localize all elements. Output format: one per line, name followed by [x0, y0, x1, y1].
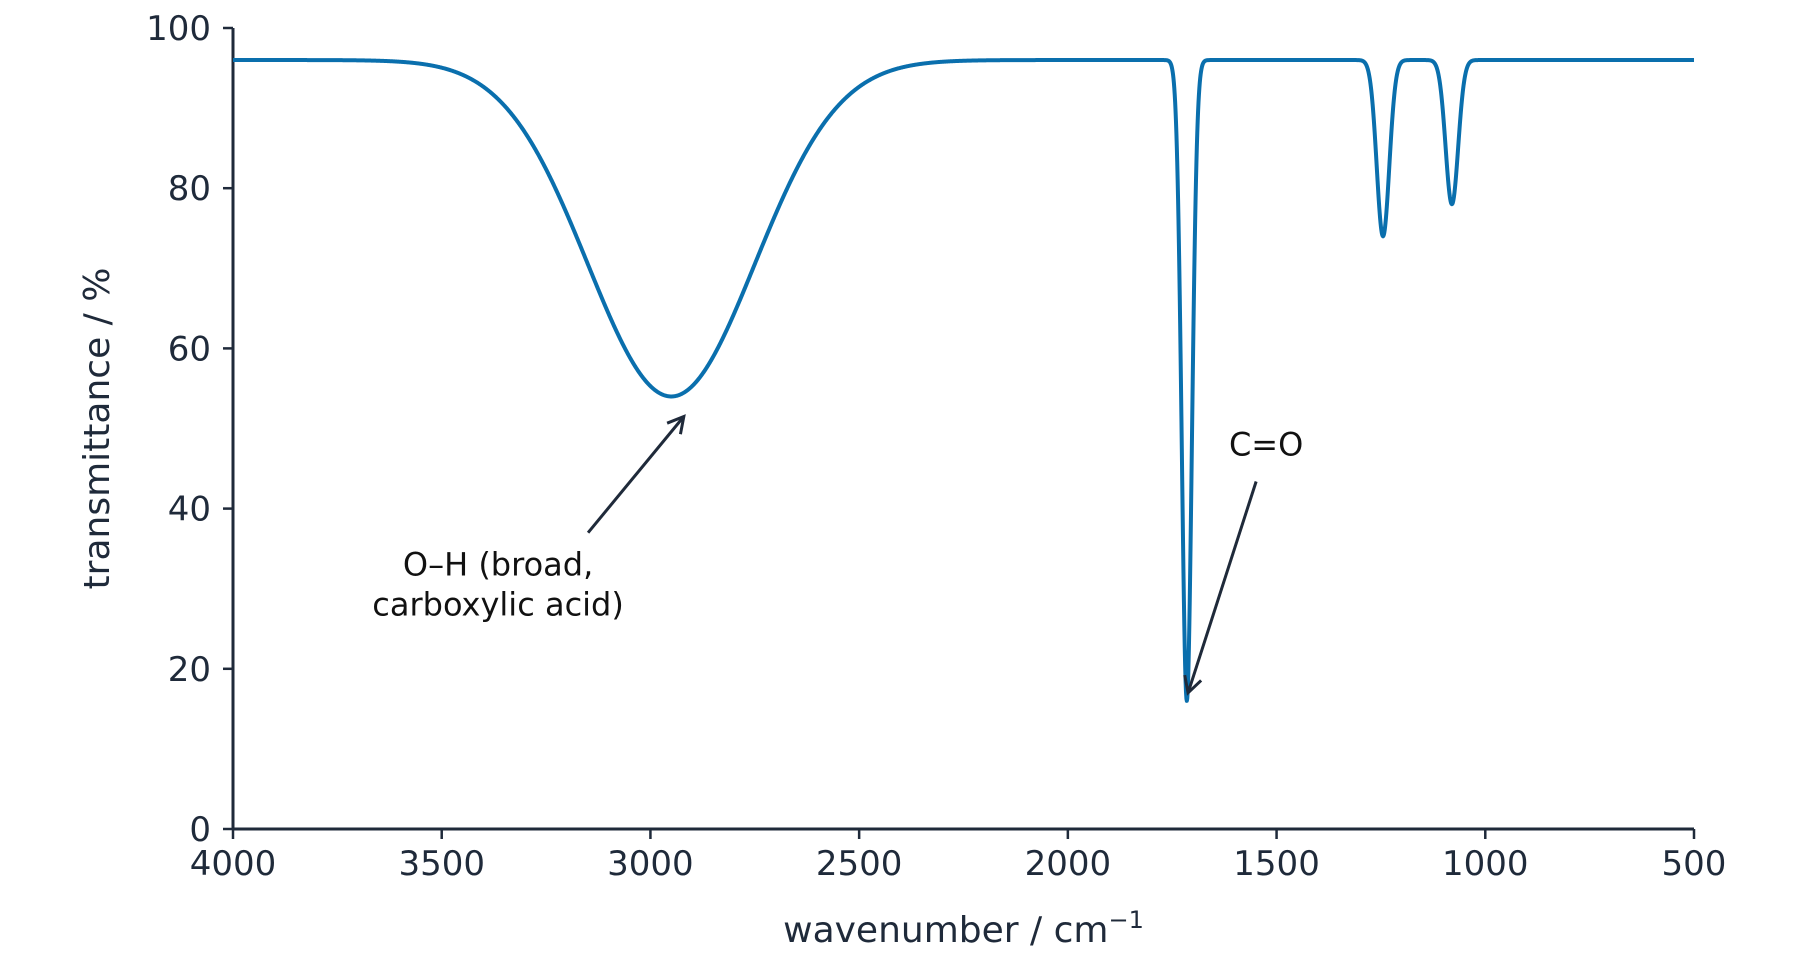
x-ticks: 4000 3500 3000 2500 2000 1500 1000 500	[190, 829, 1727, 884]
x-axis-label: wavenumber / cm−1	[783, 906, 1144, 951]
annotation-arrow	[586, 415, 685, 534]
transmittance-curve	[231, 58, 1696, 703]
x-tick-label: 500	[1662, 844, 1727, 884]
y-tick-label: 0	[189, 810, 211, 850]
annotation-arrowhead	[1183, 674, 1203, 696]
annotation-label: C=O	[1229, 426, 1303, 464]
y-ticks: 0 20 40 60 80 100	[146, 9, 233, 850]
x-tick-label: 2000	[1025, 844, 1112, 884]
annotation-label: O–H (broad, carboxylic acid)	[372, 546, 624, 624]
y-tick-label: 60	[168, 329, 211, 369]
axes	[231, 28, 1694, 831]
y-tick-label: 40	[168, 490, 211, 530]
x-tick-label: 3000	[607, 844, 694, 884]
y-tick-label: 100	[146, 9, 211, 49]
x-tick-label: 1000	[1442, 844, 1529, 884]
annotation-arrow	[1186, 481, 1258, 694]
x-tick-label: 4000	[190, 844, 277, 884]
x-tick-label: 1500	[1233, 844, 1320, 884]
x-tick-label: 3500	[398, 844, 485, 884]
y-tick-label: 20	[168, 650, 211, 690]
y-tick-label: 80	[168, 169, 211, 209]
annotations: O–H (broad, carboxylic acid) C=O	[372, 414, 1303, 696]
y-axis-label: transmittance / %	[77, 268, 118, 590]
annotation-arrowhead	[666, 414, 686, 435]
x-tick-label: 2500	[816, 844, 903, 884]
